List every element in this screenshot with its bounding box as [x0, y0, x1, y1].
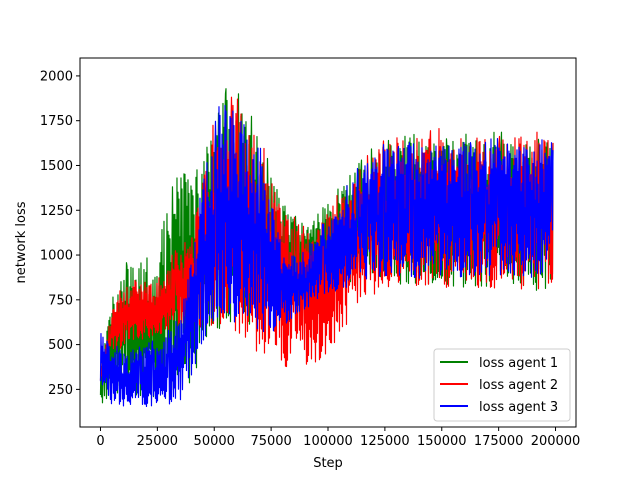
x-tick-label: 200000: [531, 434, 581, 449]
x-tick-label: 75000: [250, 434, 291, 449]
plot-area-frame: [79, 57, 577, 428]
series-line-agent-3: [99, 104, 554, 408]
x-tick-label: 0: [96, 434, 104, 449]
legend-box: [433, 348, 571, 422]
x-tick-label: 50000: [194, 434, 235, 449]
y-tick-label: 500: [48, 338, 73, 353]
y-tick-label: 1000: [40, 249, 73, 264]
y-tick-label: 750: [48, 293, 73, 308]
legend-label-agent-1: loss agent 1: [479, 356, 558, 371]
ticks-layer: 0 25000 50000 75000 100000 125000 150000 175000…: [40, 69, 580, 449]
y-tick-label: 1500: [40, 159, 73, 174]
x-tick-label: 150000: [417, 434, 467, 449]
legend: loss agent 1 loss agent 2 loss agent 3: [433, 348, 571, 422]
y-tick-label: 1750: [40, 114, 73, 129]
y-axis-label: network loss: [14, 201, 29, 283]
series-line-agent-2: [99, 96, 554, 381]
x-tick-label: 100000: [303, 434, 353, 449]
y-tick-label: 1250: [40, 204, 73, 219]
y-tick-label: 250: [48, 383, 73, 398]
x-tick-label: 175000: [474, 434, 524, 449]
legend-label-agent-2: loss agent 2: [479, 378, 558, 393]
y-tick-label: 2000: [40, 69, 73, 84]
x-tick-label: 125000: [360, 434, 410, 449]
series-layer: [99, 88, 554, 408]
x-tick-label: 25000: [137, 434, 178, 449]
x-axis-label: Step: [313, 456, 343, 471]
legend-label-agent-3: loss agent 3: [479, 400, 558, 415]
